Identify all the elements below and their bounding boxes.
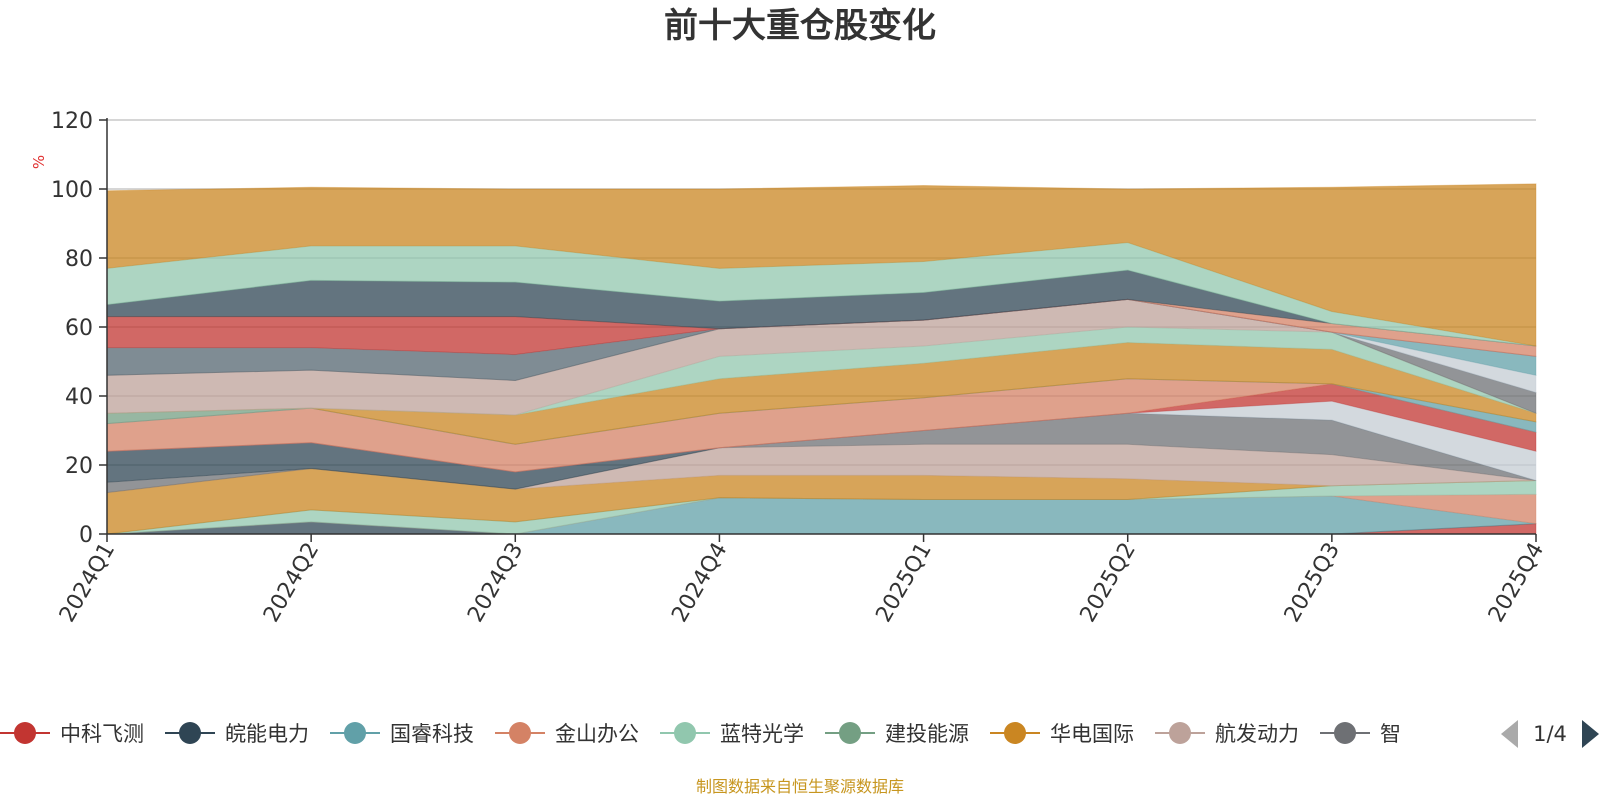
x-tick-label: 2025Q4 [1484,539,1549,627]
area-series-27 [106,241,1537,347]
legend-marker-icon [0,722,50,744]
y-tick-label: 40 [65,385,93,410]
legend-label: 建投能源 [885,722,969,746]
legend-marker-icon [825,722,875,744]
legend-item[interactable]: 蓝特光学 [660,713,804,753]
area-series-19 [106,298,1537,414]
y-tick-label: 20 [65,454,93,479]
legend-prev-icon[interactable] [1500,719,1520,749]
legend-item[interactable]: 金山办公 [495,713,639,753]
x-tick-label: 2025Q1 [871,539,936,627]
legend-marker-icon [660,722,710,744]
area-series-11 [106,400,1537,482]
y-tick-label: 100 [51,178,93,203]
legend-item[interactable]: 航发动力 [1155,713,1299,753]
legend-marker-icon [165,722,215,744]
legend-item[interactable]: 国睿科技 [330,713,474,753]
legend-label: 金山办公 [555,722,639,746]
x-tick-label: 2024Q4 [667,539,732,627]
chart-title: 前十大重仓股变化 [664,6,936,46]
area-series-21 [107,298,1537,394]
legend-track: 中科飞测 皖能电力 国睿科技 金山办公 蓝特光学 建投能源 华电国际 航发动力 智 [0,713,1422,753]
legend-item[interactable]: 智 [1320,713,1401,753]
area-series-25 [106,269,1537,347]
y-tick-label: 120 [51,109,93,134]
source-note: 制图数据来自恒生聚源数据库 [695,777,904,796]
legend-label: 航发动力 [1215,722,1299,746]
legend-item[interactable]: 中科飞测 [0,713,144,753]
stacked-area-chart: 0 20 40 60 80 100 120 2024Q1 2024Q2 2024Q3 2024Q4 2… [30,109,1549,627]
x-tick-label: 2024Q2 [259,539,324,627]
legend-label: 华电国际 [1050,722,1134,746]
area-series-13 [106,378,1537,473]
legend-label: 皖能电力 [225,722,309,746]
legend-item[interactable]: 华电国际 [990,713,1134,753]
area-series [106,183,1537,535]
y-tick-label: 80 [65,247,93,272]
y-tick-label: 60 [65,316,93,341]
legend-next-icon[interactable] [1580,719,1600,749]
legend-pager: 1/4 [1500,718,1600,750]
legend-marker-icon [1155,722,1205,744]
legend-page-indicator: 1/4 [1533,722,1567,746]
area-series-22 [107,298,1537,376]
y-tick-label: 0 [79,523,93,548]
legend-item[interactable]: 建投能源 [825,713,969,753]
legend-marker-icon [330,722,380,744]
x-tick-label: 2024Q1 [55,539,120,627]
legend: 中科飞测 皖能电力 国睿科技 金山办公 蓝特光学 建投能源 华电国际 航发动力 智 [0,713,1480,753]
legend-label: 智 [1380,722,1401,746]
area-series-28 [106,183,1537,347]
x-tick-label: 2025Q3 [1280,539,1345,627]
legend-marker-icon [495,722,545,744]
legend-label: 国睿科技 [390,722,474,746]
x-tick-label: 2024Q3 [463,539,528,627]
legend-label: 中科飞测 [60,722,144,746]
y-axis-unit-label: % [30,155,48,169]
x-tick-label: 2025Q2 [1076,539,1141,627]
legend-label: 蓝特光学 [720,722,804,746]
area-series-12 [106,383,1537,473]
legend-marker-icon [1320,722,1370,744]
area-series-4 [106,493,1537,535]
legend-marker-icon [990,722,1040,744]
area-series-14 [106,378,1537,445]
legend-item[interactable]: 皖能电力 [165,713,309,753]
